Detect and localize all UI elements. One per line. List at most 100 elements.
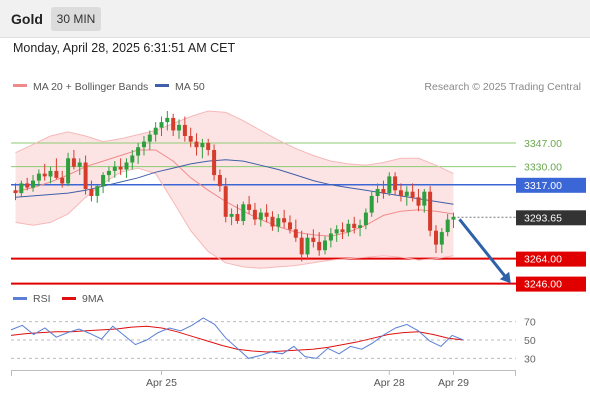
candle (311, 229, 316, 248)
candle-body (346, 223, 351, 233)
pivot-level-tag: 3317.00 (524, 180, 562, 192)
candle (264, 204, 269, 223)
candle-body (428, 191, 433, 231)
candle (299, 230, 304, 262)
candle (358, 219, 363, 237)
candle-body (31, 180, 35, 188)
candle (159, 116, 164, 137)
candle-body (48, 170, 53, 177)
candle (223, 177, 228, 223)
candle-body (247, 204, 252, 210)
x-tick-label: Apr 28 (374, 377, 405, 389)
candle (328, 227, 333, 248)
candle-body (264, 212, 269, 217)
candle-body (101, 175, 106, 187)
candle (352, 216, 357, 234)
bollinger-band (15, 111, 454, 269)
candle (60, 170, 65, 188)
forecast-arrow-shaft (458, 218, 509, 280)
candle (247, 195, 252, 215)
candle-body (153, 127, 158, 135)
candle-body (19, 183, 24, 194)
candle-body (159, 122, 164, 128)
candle-body (422, 191, 427, 206)
candle (241, 201, 246, 226)
candle (77, 158, 82, 176)
candle-body (136, 147, 141, 156)
candle (381, 180, 386, 199)
candle-body (299, 237, 304, 255)
timeframe-label: 30 MIN (57, 12, 96, 26)
candle-body (323, 240, 327, 251)
candle (422, 188, 427, 213)
candle (369, 191, 374, 217)
candle-body (328, 233, 333, 241)
candle (410, 183, 415, 202)
candle (31, 175, 35, 192)
candle-body (334, 229, 339, 234)
candle-body (71, 158, 76, 167)
candle-body (311, 237, 316, 242)
rsi-legend-swatch (13, 297, 27, 300)
pivot-level-tag-bg (516, 177, 586, 193)
candle (305, 233, 310, 260)
candle-body (352, 223, 357, 228)
candle (393, 172, 398, 195)
rsi-tick-label: 50 (524, 335, 536, 347)
instrument-title: Gold (11, 11, 43, 27)
candle-body (410, 191, 415, 198)
candle-body (147, 134, 152, 142)
bollinger-lower-line (15, 167, 454, 269)
candle (136, 143, 141, 164)
candle-body (223, 186, 228, 217)
timeframe-button[interactable] (51, 7, 101, 31)
candle (66, 152, 71, 187)
candle (188, 127, 193, 148)
candle-body (387, 176, 392, 194)
candle-body (217, 175, 222, 187)
candle (252, 202, 257, 226)
candle (334, 225, 339, 242)
candle (235, 204, 240, 224)
candle (439, 227, 444, 254)
candle-body (235, 214, 240, 221)
ma20-legend-label: MA 20 + Bollinger Bands (33, 81, 148, 93)
candle-body (171, 117, 176, 131)
candle (101, 172, 106, 194)
candle (387, 172, 392, 196)
candle (106, 166, 111, 182)
candle-body (25, 183, 30, 188)
candle-body (282, 218, 287, 223)
candle-body (200, 143, 205, 148)
candle-body (77, 162, 82, 167)
candle (42, 163, 47, 181)
candles (13, 110, 456, 262)
candle (95, 184, 100, 203)
r2-level-label: 3347.00 (524, 138, 562, 150)
candle (398, 183, 403, 202)
candle (428, 186, 433, 237)
candle-body (416, 197, 421, 206)
candle-body (398, 190, 403, 196)
forecast-arrow-head (499, 271, 511, 284)
candle (130, 149, 135, 170)
candle (317, 232, 322, 256)
candle (451, 212, 456, 228)
candle (13, 183, 18, 201)
ma50-legend-swatch (155, 84, 169, 87)
forecast-arrow (458, 218, 511, 284)
candle-body (293, 229, 298, 238)
candle (200, 138, 205, 159)
candle (194, 133, 199, 156)
candle-body (194, 141, 199, 148)
candle-body (317, 241, 322, 251)
candle (323, 236, 327, 255)
candle-body (381, 189, 386, 194)
candle (48, 166, 53, 184)
candle-body (358, 225, 363, 228)
candle-body (434, 230, 438, 245)
candle-body (288, 222, 292, 230)
candle-body (305, 237, 310, 255)
candle (363, 208, 368, 230)
candle (54, 158, 59, 180)
